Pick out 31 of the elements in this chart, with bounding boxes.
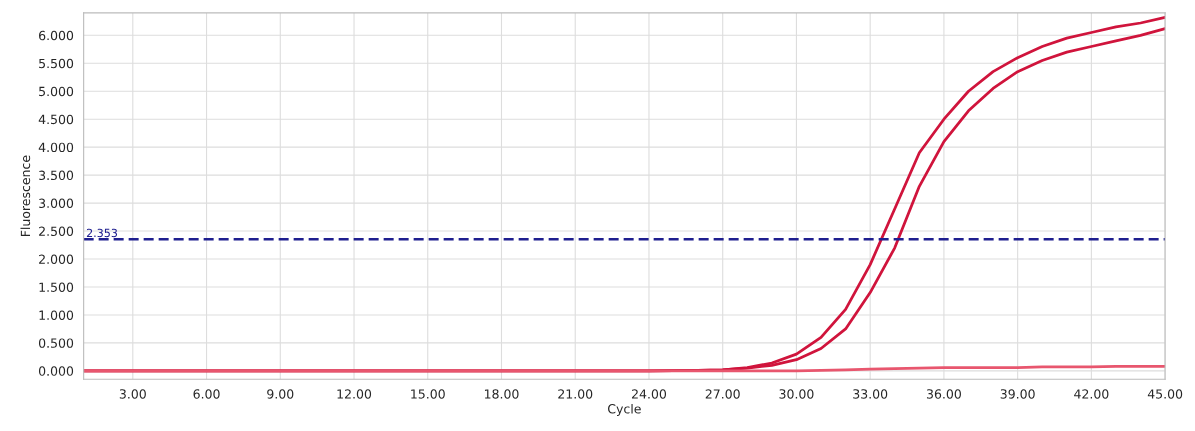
x-tick-label: 33.00 [853, 389, 888, 399]
y-tick-label: 2.000 [39, 254, 74, 264]
x-tick-label: 30.00 [779, 389, 814, 399]
y-axis-title: Fluorescence [20, 155, 31, 237]
ref-line-label: 2.353 [86, 228, 118, 238]
y-tick-label: 3.500 [39, 170, 74, 181]
x-tick-label: 24.00 [631, 389, 667, 399]
y-tick-label: 0.500 [38, 338, 74, 348]
y-tick-label: 5.500 [39, 58, 74, 69]
x-tick-label: 42.00 [1074, 389, 1109, 399]
x-tick-label: 39.00 [1000, 389, 1035, 399]
x-tick-label: 15.00 [411, 389, 445, 399]
x-tick-label: 18.00 [484, 389, 519, 399]
y-tick-label: 4.000 [38, 142, 74, 153]
y-tick-label: 3.000 [39, 198, 74, 209]
x-tick-label: 9.00 [267, 389, 294, 399]
y-tick-label: 2.500 [39, 226, 74, 236]
x-tick-label: 27.00 [705, 389, 740, 399]
x-tick-label: 3.00 [119, 389, 146, 399]
x-tick-label: 36.00 [926, 389, 961, 399]
x-tick-label: 12.00 [337, 389, 372, 399]
y-tick-label: 1.500 [39, 282, 74, 292]
y-tick-label: 6.000 [39, 30, 74, 41]
y-tick-label: 1.000 [39, 310, 74, 320]
y-tick-label: 0.000 [38, 366, 74, 376]
y-tick-label: 5.000 [39, 86, 74, 97]
x-tick-label: 45.00 [1147, 389, 1183, 399]
x-tick-label: 21.00 [558, 389, 593, 399]
x-tick-label: 6.00 [193, 389, 220, 399]
y-tick-label: 4.500 [38, 114, 74, 125]
x-axis-title: Cycle [608, 403, 641, 416]
